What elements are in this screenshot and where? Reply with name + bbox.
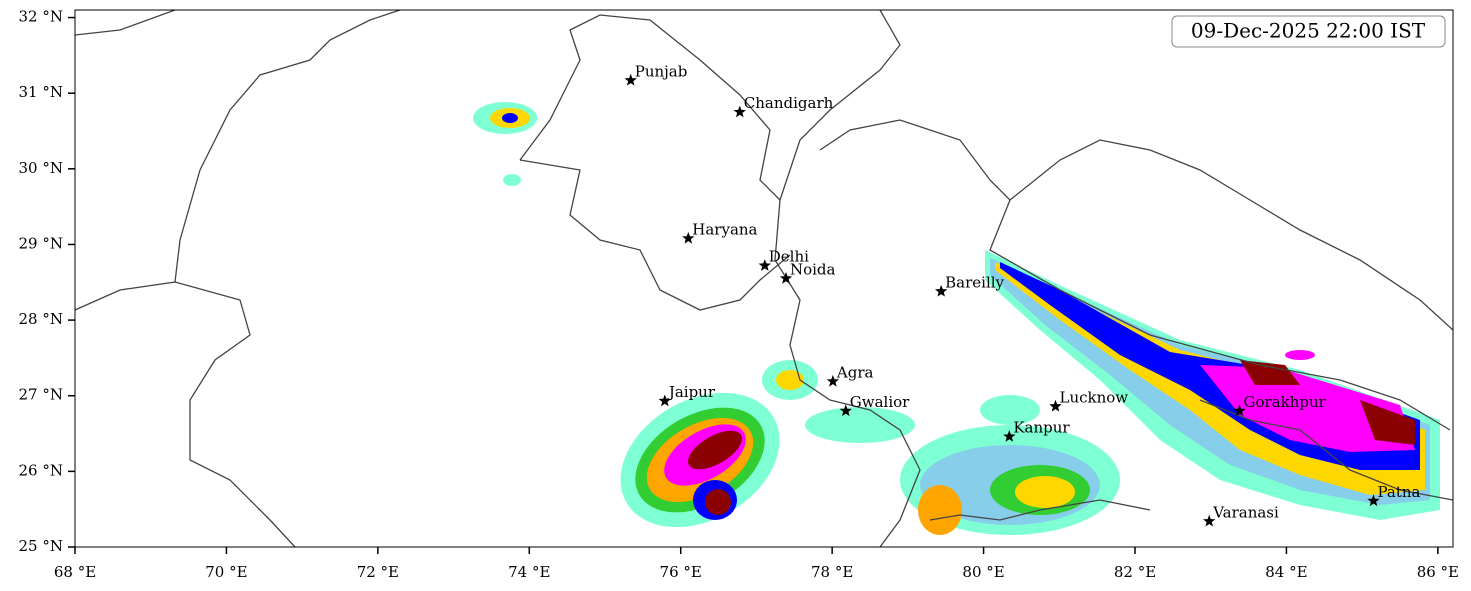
city-label: Noida [790, 261, 836, 279]
city-marker [758, 259, 771, 271]
map-frame [74, 9, 1454, 548]
city-marker [826, 374, 840, 387]
x-tick-label: 76 °E [660, 563, 702, 581]
borders [75, 10, 1453, 547]
city-label: Gorakhpur [1243, 393, 1326, 411]
y-tick-label: 25 °N [19, 537, 63, 555]
y-tick-label: 31 °N [19, 83, 63, 101]
y-tick-label: 32 °N [19, 8, 63, 26]
x-tick-label: 68 °E [54, 563, 96, 581]
city-label: Jaipur [667, 383, 716, 401]
x-tick-label: 84 °E [1265, 563, 1307, 581]
timestamp-box [1171, 15, 1446, 48]
x-tick-label: 74 °E [508, 563, 550, 581]
city-label: Haryana [692, 220, 757, 238]
city-label: Delhi [769, 248, 809, 266]
city-label: Chandigarh [744, 94, 834, 112]
city-marker [1367, 494, 1380, 507]
city-label: Gwalior [850, 393, 910, 411]
x-tick-label: 78 °E [811, 563, 853, 581]
timestamp: 09-Dec-2025 22:00 IST [1191, 19, 1426, 43]
city-label: Lucknow [1060, 388, 1129, 406]
y-tick-label: 30 °N [19, 159, 63, 177]
city-marker [624, 73, 637, 86]
y-tick-label: 27 °N [19, 386, 63, 404]
y-tick-label: 29 °N [19, 234, 63, 252]
y-tick-label: 26 °N [19, 461, 63, 479]
city-marker [1233, 404, 1246, 417]
city-label: Kanpur [1013, 419, 1070, 437]
city-label: Varanasi [1212, 503, 1279, 521]
city-marker [935, 284, 948, 297]
city-marker [779, 272, 793, 284]
x-tick-label: 82 °E [1114, 563, 1156, 581]
x-tick-label: 72 °E [357, 563, 399, 581]
x-tick-label: 70 °E [205, 563, 247, 581]
x-tick-label: 80 °E [962, 563, 1004, 581]
city-marker [839, 404, 852, 417]
city-marker [733, 105, 746, 118]
x-tick-label: 86 °E [1417, 563, 1459, 581]
rain-field [473, 102, 1440, 535]
city-marker [682, 231, 695, 244]
y-tick-label: 28 °N [19, 310, 63, 328]
city-marker [658, 394, 671, 407]
city-label: Punjab [635, 62, 688, 80]
city-label: Patna [1378, 483, 1421, 501]
city-marker [1003, 430, 1016, 442]
city-label: Bareilly [945, 273, 1004, 291]
city-label: Agra [836, 363, 874, 381]
city-marker [1203, 514, 1216, 527]
city-marker [1049, 399, 1062, 412]
